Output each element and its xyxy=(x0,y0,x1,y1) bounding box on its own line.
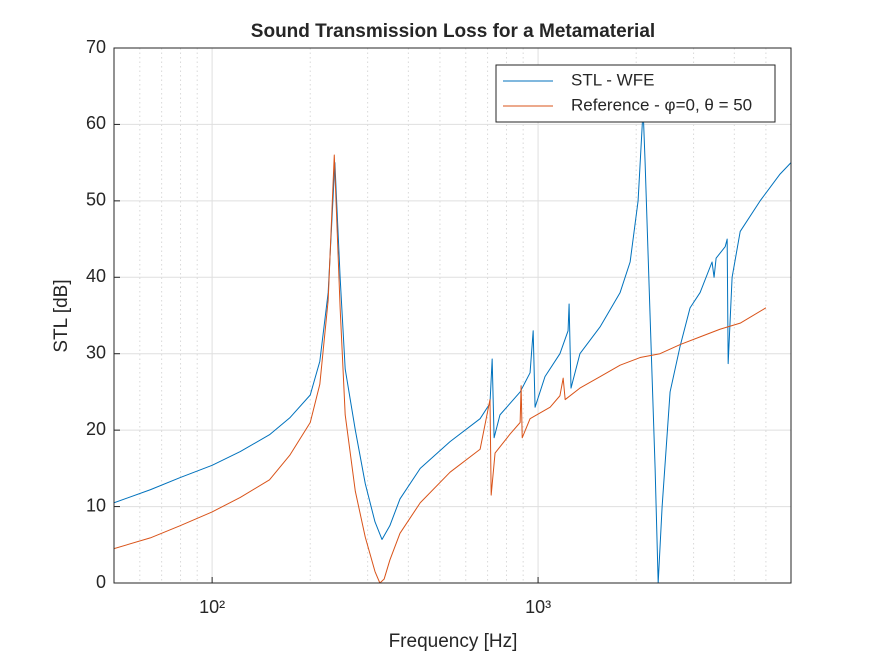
y-tick-label: 0 xyxy=(96,572,106,592)
legend-label: Reference - φ=0, θ = 50 xyxy=(571,95,752,114)
y-tick-label: 50 xyxy=(86,190,106,210)
y-tick-label: 40 xyxy=(86,266,106,286)
plot-area xyxy=(114,48,791,583)
y-tick-label: 60 xyxy=(86,113,106,133)
legend-label: STL - WFE xyxy=(571,70,654,89)
y-tick-label: 20 xyxy=(86,419,106,439)
x-axis-label: Frequency [Hz] xyxy=(389,631,518,652)
series-line xyxy=(114,154,767,583)
x-tick-label: 10³ xyxy=(525,597,551,617)
y-tick-label: 70 xyxy=(86,37,106,57)
axes-box xyxy=(113,47,792,584)
legend-box xyxy=(495,64,776,123)
y-tick-label: 30 xyxy=(86,342,106,362)
x-tick-label: 10² xyxy=(199,597,225,617)
chart-title: Sound Transmission Loss for a Metamateri… xyxy=(251,21,655,42)
y-axis-label: STL [dB] xyxy=(51,279,72,352)
y-tick-label: 10 xyxy=(86,495,106,515)
